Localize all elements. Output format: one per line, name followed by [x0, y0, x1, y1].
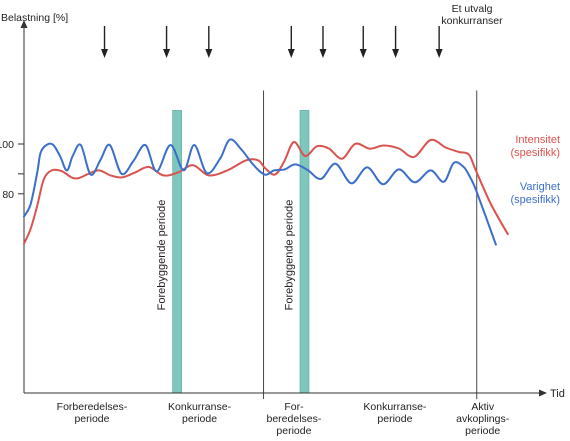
period-label: Forberedelses-: [57, 401, 128, 413]
prevention-bar-label: Forebyggende periode: [156, 200, 168, 311]
axes: [20, 20, 547, 397]
competition-arrowhead: [392, 49, 400, 58]
competition-arrowhead: [163, 49, 171, 58]
period-label: beredelses-: [267, 413, 322, 425]
competition-arrowhead: [205, 49, 213, 58]
series-line-varighet: [23, 138, 497, 246]
y-tick-label: 100: [0, 139, 14, 151]
prevention-bar: [172, 110, 182, 394]
period-label: periode: [182, 413, 217, 425]
competition-arrowhead: [359, 49, 367, 58]
period-labels: Forberedelses-periodeKonkurranse-periode…: [57, 401, 510, 437]
competition-arrowhead: [287, 49, 295, 58]
x-axis-label: Tid: [550, 388, 565, 400]
period-label: periode: [465, 425, 500, 437]
competition-annotation-line2: konkurranser: [441, 15, 503, 27]
series-label-qualifier: (spesifikk): [510, 194, 560, 206]
y-tick-label: 80: [2, 189, 14, 201]
prevention-bars: Forebyggende periode Forebyggende periode: [156, 110, 310, 394]
y-ticks: 100 80: [0, 139, 24, 201]
y-axis-arrowhead: [20, 20, 28, 28]
prevention-bar-label: Forebyggende periode: [284, 200, 296, 311]
series-lines: [23, 138, 509, 246]
period-dividers: [263, 90, 478, 399]
competition-markers: [101, 26, 443, 58]
competition-annotation-line1: Et utvalg: [452, 3, 493, 15]
x-axis-arrowhead: [539, 389, 547, 397]
period-label: For-: [284, 401, 304, 413]
competition-arrowhead: [435, 49, 443, 58]
series-label-qualifier: (spesifikk): [510, 147, 560, 159]
period-label: periode: [377, 413, 412, 425]
period-label: Konkurranse-: [363, 401, 427, 413]
series-labels: Intensitet(spesifikk)Varighet(spesifikk): [510, 134, 560, 206]
competition-arrowhead: [101, 49, 109, 58]
series-label-name: Intensitet: [515, 134, 560, 146]
period-label: periode: [276, 425, 311, 437]
series-line-intensitet: [23, 138, 509, 245]
competition-arrowhead: [319, 49, 327, 58]
period-label: periode: [74, 413, 109, 425]
period-label: Aktiv: [471, 401, 495, 413]
series-label-name: Varighet: [520, 181, 560, 193]
period-label: Konkurranse-: [168, 401, 232, 413]
y-axis-label: Belastning [%]: [1, 12, 68, 24]
period-label: avkoplings-: [456, 413, 510, 425]
